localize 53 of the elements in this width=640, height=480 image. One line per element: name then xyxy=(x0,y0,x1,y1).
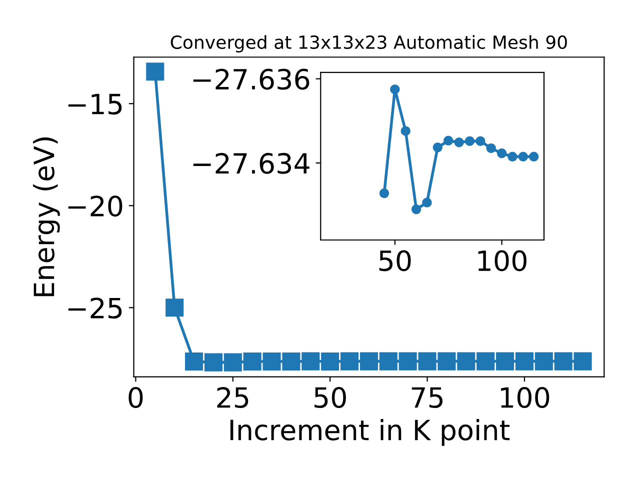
point xyxy=(224,353,242,372)
x-tick-label: 0 xyxy=(128,387,143,408)
point xyxy=(360,352,378,370)
point xyxy=(554,352,572,370)
point xyxy=(515,352,534,370)
point xyxy=(302,352,320,370)
point xyxy=(486,143,496,154)
point xyxy=(282,352,300,371)
point xyxy=(443,136,454,146)
point xyxy=(508,152,518,162)
point xyxy=(432,142,443,152)
point xyxy=(184,352,204,371)
point xyxy=(464,136,475,146)
y-axis-title: Energy (eV) xyxy=(33,137,60,296)
point xyxy=(262,352,281,371)
point xyxy=(418,352,436,370)
x-tick-label: 50 xyxy=(379,250,411,272)
point xyxy=(476,136,486,146)
chart-title: Converged at 13x13x23 Automatic Mesh 90 xyxy=(170,35,567,53)
point xyxy=(204,353,222,372)
x-tick-label: 75 xyxy=(412,387,443,408)
x-axis-title: Increment in K point xyxy=(230,418,510,446)
x-tick-label: 100 xyxy=(478,250,526,272)
point xyxy=(496,352,514,370)
point xyxy=(321,352,340,371)
point xyxy=(438,352,456,370)
point xyxy=(496,148,507,158)
point xyxy=(146,62,164,81)
y-tick-label: −25 xyxy=(68,298,122,319)
point xyxy=(457,352,476,370)
y-tick-label: −27.634 xyxy=(193,152,310,174)
point xyxy=(528,152,539,162)
point xyxy=(534,352,553,370)
point xyxy=(379,188,390,198)
x-tick-label: 50 xyxy=(314,387,346,408)
point xyxy=(411,204,422,214)
point xyxy=(518,152,528,162)
point xyxy=(166,298,184,317)
x-tick-label: 25 xyxy=(217,387,248,408)
point xyxy=(454,137,464,148)
y-tick-label: −20 xyxy=(68,196,122,217)
point xyxy=(398,352,417,370)
point xyxy=(476,352,495,370)
point xyxy=(390,84,400,94)
point xyxy=(379,352,398,370)
y-tick-label: −15 xyxy=(68,94,122,115)
x-tick-label: 100 xyxy=(501,387,550,408)
point xyxy=(243,352,262,371)
point xyxy=(422,198,432,208)
y-tick-label: −27.636 xyxy=(193,68,310,90)
point xyxy=(340,352,359,370)
point xyxy=(574,352,592,370)
point xyxy=(400,126,410,136)
